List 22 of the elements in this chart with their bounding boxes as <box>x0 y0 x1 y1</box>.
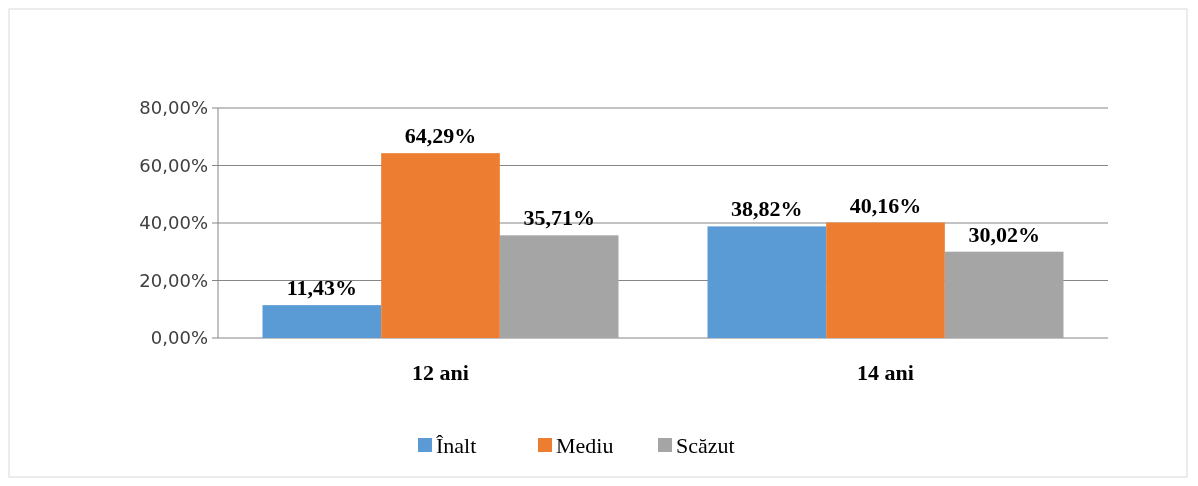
bar <box>381 153 500 338</box>
y-tick-label: 40,00% <box>139 212 208 234</box>
y-tick-label: 60,00% <box>139 154 208 176</box>
bar <box>262 305 382 338</box>
y-tick-label: 0,00% <box>150 327 208 349</box>
y-tick-label: 80,00% <box>139 97 208 119</box>
data-label: 11,43% <box>286 275 357 301</box>
legend-label: Înalt <box>436 432 477 458</box>
y-tick-label: 20,00% <box>139 269 208 291</box>
data-label: 40,16% <box>849 192 922 218</box>
data-label: 64,29% <box>404 123 477 149</box>
data-label: 35,71% <box>523 205 595 231</box>
bar <box>707 226 827 338</box>
data-label: 38,82% <box>731 196 803 222</box>
bar <box>499 235 619 338</box>
bar <box>944 251 1064 338</box>
bar <box>826 222 945 338</box>
legend-label: Scăzut <box>676 432 735 458</box>
x-tick-label: 12 ani <box>412 360 469 385</box>
x-tick-label: 14 ani <box>857 360 914 385</box>
legend-label: Mediu <box>556 432 614 458</box>
data-label: 30,02% <box>968 221 1040 247</box>
